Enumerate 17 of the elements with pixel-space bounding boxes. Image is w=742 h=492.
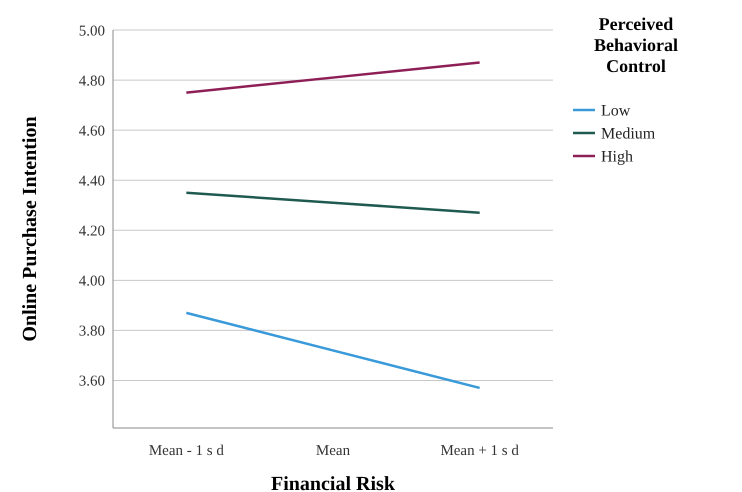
y-tick-label: 3.60 (78, 374, 105, 390)
y-tick-label: 3.80 (78, 324, 105, 340)
y-tick-label: 4.60 (78, 123, 105, 140)
y-tick-label: 4.40 (78, 173, 105, 190)
x-axis-title: Financial Risk (271, 473, 396, 492)
legend-label: Low (601, 102, 631, 120)
y-tick-label: 4.00 (78, 274, 105, 290)
legend-label: High (601, 148, 633, 166)
legend-label: Medium (601, 126, 656, 143)
y-axis-title: Online Purchase Intention (19, 116, 41, 342)
x-tick-label: Mean (316, 443, 351, 459)
y-tick-label: 5.00 (78, 23, 105, 40)
legend-title: Perceived Behavioral Control (594, 14, 678, 76)
x-tick-label: Mean + 1 s d (440, 443, 520, 459)
x-tick-label: Mean - 1 s d (148, 443, 224, 459)
y-tick-label: 4.20 (78, 224, 105, 240)
y-tick-label: 4.80 (78, 73, 105, 90)
